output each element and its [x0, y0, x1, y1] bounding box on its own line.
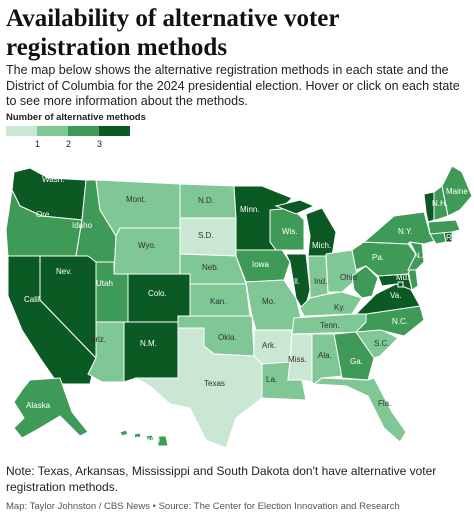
label-sd: S.D. [198, 231, 214, 240]
state-alaska[interactable] [13, 377, 89, 439]
legend-tick-2: 2 [66, 139, 72, 149]
label-wyo: Wyo. [138, 241, 156, 250]
state-nm[interactable] [123, 321, 179, 383]
legend-ticks: 1 2 3 [6, 139, 130, 151]
state-mass[interactable] [427, 219, 461, 235]
state-colo[interactable] [127, 273, 191, 323]
label-ny: N.Y. [398, 227, 413, 236]
state-dc[interactable] [397, 281, 404, 288]
state-ohio[interactable] [325, 249, 359, 293]
label-ga: Ga. [350, 357, 363, 366]
state-nh[interactable] [433, 185, 449, 221]
legend-tick-3: 3 [97, 139, 103, 149]
state-nc[interactable] [354, 305, 425, 337]
label-iowa: Iowa [252, 260, 269, 269]
label-ill: Ill. [292, 277, 300, 286]
page-title: Availability of alternative voter regist… [6, 5, 340, 61]
credit-line: Map: Taylor Johnston / CBS News • Source… [6, 501, 400, 512]
label-mo: Mo. [262, 297, 275, 306]
label-nh: N.H. [432, 199, 448, 208]
label-neb: Neb. [202, 263, 219, 272]
label-colo: Colo. [148, 289, 167, 298]
label-kan: Kan. [210, 297, 226, 306]
state-fla[interactable] [312, 377, 407, 443]
label-ri: R.I. [446, 233, 458, 242]
state-ky[interactable] [299, 291, 363, 317]
label-la: La. [266, 375, 277, 384]
label-idaho: Idaho [72, 221, 93, 230]
label-nc: N.C. [392, 317, 408, 326]
label-nm: N.M. [140, 339, 157, 348]
state-maine[interactable] [441, 165, 473, 217]
label-hawaii: Hawaii [136, 435, 160, 444]
legend-swatch-3 [99, 126, 130, 136]
label-ind: Ind. [314, 277, 327, 286]
label-okla: Okla. [218, 333, 237, 342]
state-wyo[interactable] [113, 227, 181, 275]
state-vt[interactable] [423, 191, 435, 223]
label-maine: Maine [446, 187, 468, 196]
label-alaska: Alaska [26, 401, 51, 410]
label-nev: Nev. [56, 267, 72, 276]
label-utah: Utah [96, 279, 113, 288]
label-texas: Texas [204, 379, 225, 388]
label-fla: Fla. [378, 399, 391, 408]
legend-title: Number of alternative methods [6, 112, 146, 123]
state-texas[interactable] [134, 327, 263, 449]
legend-swatch-1 [37, 126, 68, 136]
label-va: Va. [390, 291, 401, 300]
page-subtitle: The map below shows the alternative regi… [6, 63, 460, 108]
label-minn: Minn. [240, 205, 260, 214]
legend-swatch-0 [6, 126, 37, 136]
label-calif: Calif. [24, 295, 42, 304]
label-ore: Ore. [36, 210, 52, 219]
label-ark: Ark. [262, 341, 276, 350]
label-ariz: Ariz. [90, 335, 106, 344]
label-wash: Wash. [42, 175, 64, 184]
legend-swatch-2 [68, 126, 99, 136]
label-mich: Mich. [312, 241, 331, 250]
label-ohio: Ohio [340, 273, 357, 282]
legend-tick-1: 1 [35, 139, 41, 149]
label-ky: Ky. [334, 303, 345, 312]
label-pa: Pa. [372, 253, 384, 262]
label-md: Md. [396, 273, 409, 282]
label-ala: Ala. [318, 351, 332, 360]
state-hawaii[interactable] [119, 429, 169, 447]
label-nj: N.J. [414, 251, 428, 260]
label-tenn: Tenn. [320, 321, 340, 330]
label-sc: S.C. [374, 339, 390, 348]
label-nd: N.D. [198, 196, 214, 205]
label-miss: Miss. [288, 355, 307, 364]
legend-color-scale [6, 126, 130, 136]
footnote: Note: Texas, Arkansas, Mississippi and S… [6, 464, 437, 494]
us-map: Wash. Ore. Calif. Idaho Nev. Mont. Wyo. … [5, 165, 473, 449]
label-wis: Wis. [282, 227, 298, 236]
label-mont: Mont. [126, 195, 146, 204]
